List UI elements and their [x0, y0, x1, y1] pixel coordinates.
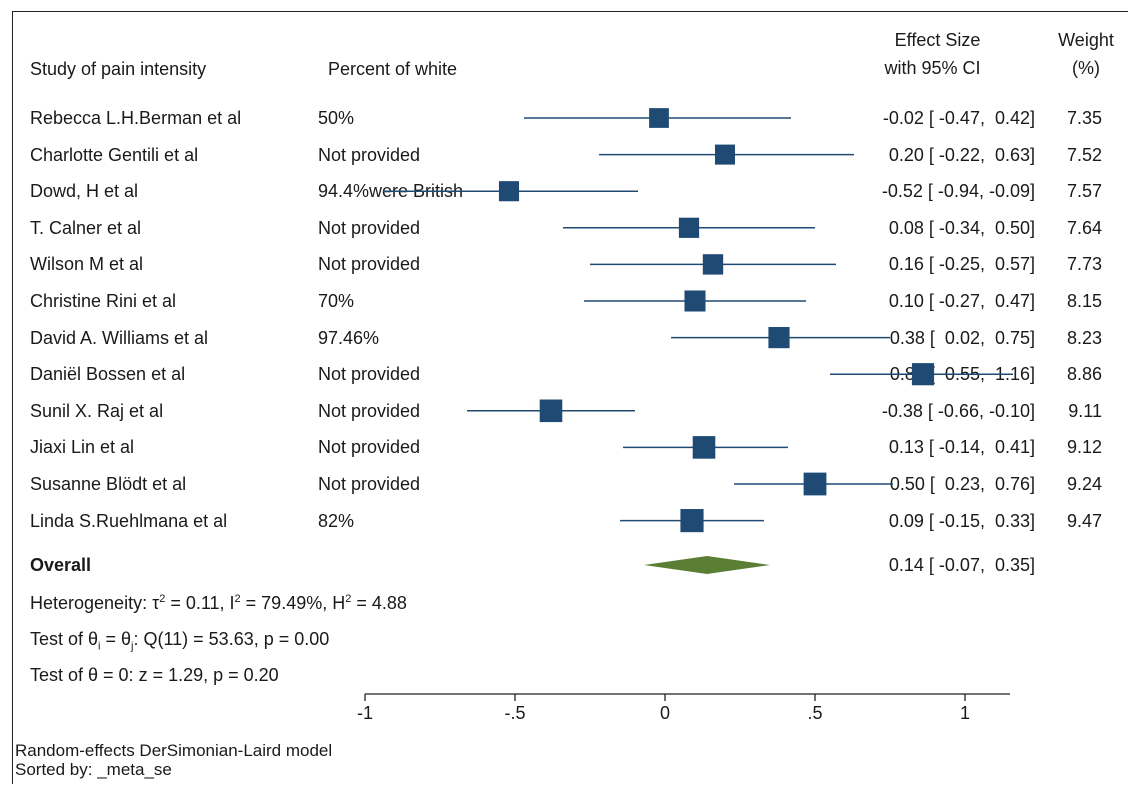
- overall-label: Overall: [30, 555, 92, 575]
- effect-ci-text: 0.20 [ -0.22, 0.63]: [888, 144, 1035, 165]
- study-name: Linda S.Ruehlmana et al: [30, 510, 228, 531]
- effect-marker: [680, 509, 704, 533]
- effect-marker: [702, 254, 724, 275]
- heterogeneity-end: = 4.88: [351, 593, 407, 613]
- percent-white: Not provided: [318, 254, 421, 275]
- effect-marker: [498, 181, 520, 202]
- x-tick-label: 1: [960, 703, 970, 723]
- homogeneity-test: Test of θi = θj: Q(11) = 53.63, p = 0.00: [30, 628, 330, 653]
- x-tick-label: 0: [660, 703, 670, 723]
- heterogeneity-prefix: Heterogeneity: τ: [30, 593, 160, 613]
- percent-white: Not provided: [318, 364, 421, 385]
- weight-text: 9.11: [1068, 400, 1102, 421]
- study-name: T. Calner et al: [30, 217, 142, 238]
- weight-text: 7.64: [1066, 217, 1102, 238]
- effect-marker: [911, 363, 935, 386]
- weight-text: 8.23: [1066, 327, 1102, 348]
- study-name: Dowd, H et al: [30, 181, 139, 202]
- weight-text: 7.57: [1066, 181, 1102, 202]
- percent-white: 82%: [318, 510, 355, 531]
- effect-marker: [714, 144, 736, 165]
- percent-white: Not provided: [318, 474, 421, 494]
- heterogeneity-mid1: = 0.11, I: [165, 593, 235, 613]
- percent-white: Not provided: [318, 437, 421, 458]
- study-name: Jiaxi Lin et al: [30, 437, 135, 458]
- study-name: Christine Rini et al: [30, 291, 177, 311]
- study-name: David A. Williams et al: [30, 327, 209, 348]
- plot-frame: [12, 11, 1128, 784]
- x-tick-label: -1: [357, 703, 373, 723]
- effect-ci-text: -0.02 [ -0.47, 0.42]: [882, 108, 1035, 128]
- percent-white: 50%: [318, 108, 355, 128]
- weight-text: 7.52: [1066, 144, 1102, 165]
- header-study: Study of pain intensity: [30, 59, 207, 79]
- overall-effect-test: Test of θ = 0: z = 1.29, p = 0.20: [30, 665, 279, 685]
- header-effect-line1: Effect Size: [894, 30, 981, 50]
- weight-text: 7.35: [1066, 108, 1102, 128]
- weight-text: 9.47: [1066, 510, 1102, 531]
- effect-marker: [649, 108, 669, 128]
- effect-ci-text: -0.52 [ -0.94, -0.09]: [881, 181, 1035, 202]
- theta-sub-i: i: [98, 640, 101, 653]
- effect-ci-text: 0.09 [ -0.15, 0.33]: [888, 510, 1035, 531]
- i-sup: 2: [234, 593, 241, 605]
- overall-diamond: [644, 556, 770, 574]
- percent-white: Not provided: [318, 400, 421, 421]
- weight-text: 7.73: [1066, 254, 1102, 275]
- effect-marker: [678, 217, 700, 238]
- theta-mid: = θ: [100, 629, 132, 649]
- theta-end: : Q(11) = 53.63, p = 0.00: [133, 629, 330, 649]
- study-name: Daniël Bossen et al: [30, 364, 186, 385]
- heterogeneity-stats: Heterogeneity: τ2 = 0.11, I2 = 79.49%, H…: [30, 592, 407, 614]
- header-percent-white: Percent of white: [328, 59, 458, 79]
- effect-ci-text: 0.08 [ -0.34, 0.50]: [888, 217, 1035, 238]
- study-name: Wilson M et al: [30, 254, 144, 275]
- weight-text: 8.15: [1066, 291, 1102, 311]
- header-weight: Weight (%): [1046, 30, 1126, 79]
- effect-ci-text: 0.38 [ 0.02, 0.75]: [889, 327, 1035, 348]
- effect-marker: [803, 472, 827, 496]
- header-weight-line2: (%): [1072, 58, 1100, 78]
- percent-white: Not provided: [318, 217, 421, 238]
- h-sup: 2: [345, 593, 352, 605]
- effect-ci-text: -0.38 [ -0.66, -0.10]: [881, 400, 1035, 421]
- effect-marker: [768, 327, 790, 349]
- model-note: Random-effects DerSimonian-Laird model: [15, 741, 333, 760]
- study-name: Sunil X. Raj et al: [30, 400, 164, 421]
- percent-white: 97.46%: [318, 327, 380, 348]
- effect-ci-text: 0.13 [ -0.14, 0.41]: [888, 437, 1035, 458]
- theta-prefix: Test of θ: [30, 629, 99, 649]
- heterogeneity-mid2: = 79.49%, H: [240, 593, 346, 613]
- percent-white: 70%: [318, 291, 355, 311]
- study-name: Susanne Blödt et al: [30, 474, 187, 494]
- effect-ci-text: 0.10 [ -0.27, 0.47]: [888, 291, 1035, 311]
- weight-text: 9.24: [1066, 474, 1102, 494]
- header-weight-line1: Weight: [1058, 30, 1114, 50]
- tau-sup: 2: [159, 593, 166, 605]
- study-name: Rebecca L.H.Berman et al: [30, 108, 242, 128]
- header-effect-size: Effect Size with 95% CI: [840, 30, 1025, 79]
- x-tick-label: .5: [807, 703, 822, 723]
- header-effect-line2: with 95% CI: [884, 58, 981, 78]
- x-tick-label: -.5: [504, 703, 525, 723]
- sorted-note: Sorted by: _meta_se: [15, 760, 172, 779]
- weight-text: 9.12: [1066, 437, 1102, 458]
- percent-white: Not provided: [318, 144, 421, 165]
- effect-ci-text: 0.16 [ -0.25, 0.57]: [888, 254, 1035, 275]
- weight-text: 8.86: [1066, 364, 1102, 385]
- study-name: Charlotte Gentili et al: [30, 144, 199, 165]
- effect-marker: [692, 436, 716, 459]
- effect-marker: [539, 399, 563, 423]
- overall-ci-text: 0.14 [ -0.07, 0.35]: [888, 555, 1035, 575]
- effect-marker: [684, 290, 706, 312]
- effect-ci-text: 0.50 [ 0.23, 0.76]: [889, 474, 1035, 494]
- theta-sub-j: j: [131, 640, 134, 653]
